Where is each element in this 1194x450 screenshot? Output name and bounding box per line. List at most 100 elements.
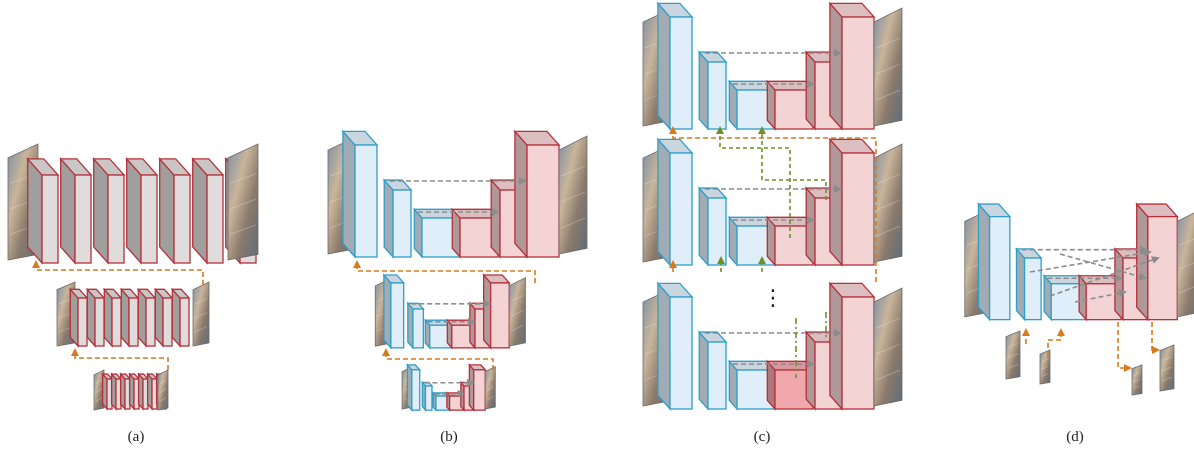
b-half-dec2-side: [469, 301, 476, 350]
a-mid-block-front: [94, 297, 105, 347]
a-bot-block: [101, 372, 114, 411]
c-stage2-enc2: [697, 186, 728, 267]
a-top-block-front: [107, 174, 125, 264]
b-full-output-image-texture: [560, 191, 586, 203]
d-net-dec1-front: [1147, 215, 1178, 321]
d-output-half-texture: [1161, 356, 1173, 362]
a-bot-block-side: [119, 372, 126, 411]
b-half-dec1-front: [490, 282, 510, 349]
c-stage2-enc1-front: [669, 152, 693, 266]
c-stage1-output-image-texture: [875, 89, 901, 101]
a-bot-output-image-texture: [159, 397, 167, 402]
a-bot-output-image: [157, 369, 169, 411]
c-stageN-enc2: [697, 330, 728, 411]
d-input-half-texture: [1007, 342, 1019, 348]
a-top-block: [158, 157, 192, 265]
a-bot-block-side: [137, 372, 144, 411]
c-stage2-dec2-side: [805, 186, 816, 267]
c-stage2-enc1-side: [657, 137, 671, 267]
a-top-output-image: [227, 143, 259, 261]
b-half-enc1-front: [390, 282, 405, 349]
b-quarter-output-image-texture: [486, 377, 494, 382]
c-stageN-output-image-face: [873, 287, 903, 407]
c-stage1-enc1-front: [669, 16, 693, 130]
d-input-quarter-texture: [1041, 358, 1049, 363]
b-half-output-image: [508, 277, 526, 347]
d-net-enc1-side: [977, 202, 991, 322]
d-net-output-image-face: [1176, 212, 1194, 318]
c-stage1-enc1-side: [657, 1, 671, 131]
c-stage2-output-image-texture: [875, 199, 901, 211]
c-stage2-enc2-side: [698, 186, 709, 267]
c-cross-arrow-2: [758, 126, 827, 200]
b-half-enc2: [406, 301, 425, 350]
a-top-output-image-texture: [229, 224, 257, 235]
d-input-half-face: [1005, 330, 1021, 380]
b-full-enc1-front: [354, 144, 378, 258]
d-scale-in-2: [1047, 328, 1065, 356]
d-net-dec2-side: [1114, 247, 1124, 322]
a-bot-input-image-texture: [95, 388, 103, 393]
a-mid-output-image-face: [192, 281, 210, 347]
c-stage2-output-image-texture: [875, 225, 901, 237]
a-top-block-side: [192, 157, 208, 265]
c-stageN-output-image: [873, 287, 903, 407]
a-mid-block-side: [137, 287, 147, 348]
c-stage1-output-image-texture: [875, 63, 901, 75]
b-quarter-enc2-front: [424, 385, 433, 411]
d-output-half-texture: [1161, 376, 1173, 382]
d-input-quarter-texture: [1041, 365, 1049, 370]
a-mid-block-side: [154, 287, 164, 348]
d-fuse-3: [1059, 253, 1147, 281]
c-stageN-dec1: [828, 281, 876, 411]
a-mid-block-front: [179, 297, 190, 347]
c-stageN-enc1-side: [657, 281, 671, 411]
b-half-enc3: [423, 318, 454, 350]
d-input-quarter-face: [1039, 349, 1051, 385]
c-stage1-dec1: [828, 1, 876, 131]
a-mid-block-front: [111, 297, 122, 347]
b-full-dec2-side: [490, 178, 501, 259]
blocks-layer: [7, 1, 1194, 412]
d-output-half-texture: [1161, 366, 1173, 372]
c-stage2-enc1: [656, 137, 694, 267]
a-mid-block: [102, 287, 123, 348]
a-mid-block-side: [120, 287, 130, 348]
d-fuse-1: [1029, 249, 1152, 273]
b-scale-arrow-2: [382, 348, 494, 370]
a-mid-block: [68, 287, 89, 348]
d-output-quarter-texture: [1133, 385, 1141, 389]
c-cross-arrow-1: [716, 126, 791, 238]
c-stage2-dec1-side: [829, 137, 843, 267]
a-top-output-image-face: [227, 143, 259, 261]
c-stage1-output-image-face: [873, 7, 903, 127]
d-input-quarter: [1039, 349, 1051, 385]
d-input-quarter-texture: [1041, 373, 1049, 377]
c-stageN-dec2-side: [805, 330, 816, 411]
d-fuse-4: [1074, 289, 1127, 303]
a-top-block: [191, 157, 225, 265]
c-stage2-enc2-front: [707, 197, 727, 266]
a-mid-block-side: [103, 287, 113, 348]
a-top-block-front: [74, 174, 92, 264]
b-full-dec1: [513, 129, 561, 259]
b-half-enc2-side: [407, 301, 414, 350]
a-bot-output-image-face: [157, 369, 169, 411]
a-mid-block: [170, 287, 191, 348]
b-quarter-output-image-texture: [486, 386, 494, 391]
b-full-dec1-front: [526, 144, 560, 258]
d-net-output-image-texture: [1179, 286, 1194, 294]
a-top-output-image-texture: [229, 173, 257, 184]
arrows-layer: [32, 49, 1160, 398]
a-mid-block-front: [162, 297, 173, 347]
c-stageN-output-image-texture: [875, 369, 901, 381]
c-stage1-dec1-front: [841, 16, 875, 130]
d-input-half-texture: [1007, 363, 1019, 369]
d-fuse-2: [1049, 256, 1160, 297]
a-top-block-side: [159, 157, 175, 265]
a-mid-block-front: [128, 297, 139, 347]
d-net-dec1: [1135, 202, 1179, 322]
a-bot-input-image: [93, 369, 105, 411]
d-output-quarter-face: [1131, 364, 1143, 396]
